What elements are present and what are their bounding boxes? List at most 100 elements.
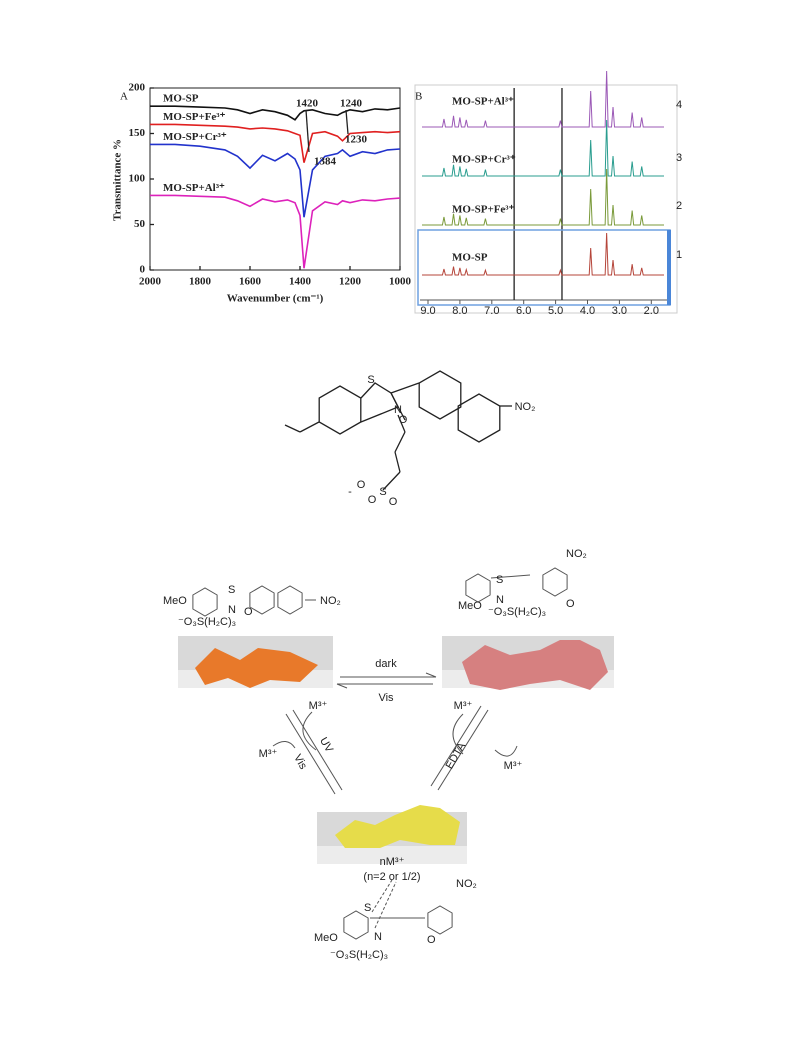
atom-label: N [394,404,402,416]
annotation: 1240 [340,98,363,110]
bond [299,421,320,433]
ring [192,587,218,617]
bond [397,414,406,433]
atom-label: O [427,934,436,946]
atom-label: MeO [314,932,338,944]
arrow [285,713,336,795]
atom-label: NO₂ [320,595,341,607]
molecule-shape [335,805,460,848]
atom-label: ⁻O₃S(H₂C)₃ [330,949,388,961]
molecule-shape [462,640,608,690]
ring [418,370,462,420]
label: (n=2 or 1/2) [363,871,420,883]
ring [318,385,362,435]
x-tick-label: 4.0 [580,305,595,317]
bond [390,392,406,421]
arrowhead [336,683,348,689]
atom-label: S [379,486,386,498]
arrow [430,705,482,787]
atom-label: S [228,584,235,596]
label: dark [375,658,397,670]
atom-label: NO₂ [515,401,536,413]
x-tick-label: 1200 [339,276,362,288]
panel-a: A 0 50 100 150 200 2000 1800 1600 1400 1200 1000 Tra… [112,82,412,305]
highlight-edge [667,230,671,305]
bond [390,382,420,394]
atom-label: O [368,494,377,506]
atom-label: MeO [458,600,482,612]
curved-arrow [272,741,296,749]
label: M³⁺ [504,760,523,772]
nmr-trace [422,119,664,177]
y-tick-label: 200 [129,82,146,94]
label: nM³⁺ [380,856,405,868]
atom-label: S [367,374,374,386]
dashed-bond [371,879,393,913]
x-tick-label: 1800 [189,276,212,288]
spectrum-line [150,194,401,269]
spectrum-line [150,143,401,218]
trace-number: 1 [676,249,682,261]
trace-label: MO-SP+Fe³⁺ [452,204,515,216]
curved-arrow [494,745,518,757]
series-label: MO-SP+Cr³⁺ [163,131,227,143]
atom-label: ⁻O₃S(H₂C)₃ [178,616,236,628]
annotation: 1384 [314,156,337,168]
bond [394,431,406,453]
bond [394,451,401,473]
atom-label: S [364,902,371,914]
x-tick-label: 1400 [289,276,312,288]
x-tick-label: 1600 [239,276,262,288]
nmr-trace [422,70,664,128]
annotation: 1230 [345,134,368,146]
atom-label: O [389,496,398,508]
x-tick-label: 2000 [139,276,162,288]
x-tick-label: 9.0 [420,305,435,317]
curved-arrow [302,711,317,751]
bond [382,471,401,491]
x-tick-label: 8.0 [452,305,467,317]
ring [542,567,568,597]
arrow [305,109,310,153]
atom-label: - [348,486,352,498]
atom-label: N [496,594,504,606]
ring [457,393,501,443]
nmr-trace [422,168,664,226]
spectrum-line [150,105,401,121]
x-tick-label: 7.0 [484,305,499,317]
atom-label: ⁻O₃S(H₂C)₃ [488,606,546,618]
label: Vis [378,692,394,704]
panel-b: B 9.0 8.0 7.0 6.0 5.0 4.0 3.0 2.0 MO-SP+Al³⁺ 4 MO-S… [414,70,682,317]
trace-label: MO-SP+Cr³⁺ [452,154,516,166]
trace-number: 4 [676,99,682,111]
dashed-bond [374,881,397,929]
arrow [437,709,489,791]
y-axis-label: Transmittance % [112,139,124,221]
spectrum-line [150,123,401,163]
molecule-shape [195,648,318,688]
ring [427,905,453,935]
frame [414,84,678,314]
x-tick-label: 6.0 [516,305,531,317]
x-axis-label: Wavenumber (cm⁻¹) [227,293,324,305]
atom-label: NO₂ [566,548,587,560]
arrow [292,709,343,791]
series-label: MO-SP+Fe³⁺ [163,111,226,123]
panel-label: A [120,91,128,103]
ring [277,585,303,615]
label: M³⁺ [259,748,278,760]
ring [249,585,275,615]
label: M³⁺ [309,700,328,712]
trace-number: 3 [676,152,682,164]
y-tick-label: 0 [140,264,146,276]
panel-shade [317,846,467,864]
bond [284,424,301,433]
series-label: MO-SP+Al³⁺ [163,182,225,194]
ring [343,910,369,940]
x-tick-label: 1000 [389,276,412,288]
ring [465,573,491,603]
curved-arrow [452,713,464,755]
atom-label: O [357,479,366,491]
